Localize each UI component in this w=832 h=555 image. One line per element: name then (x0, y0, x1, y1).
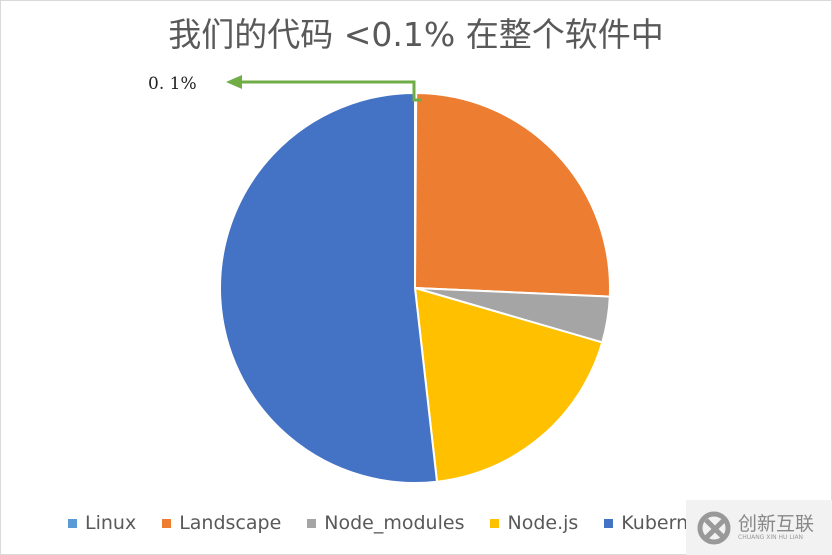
legend-swatch (162, 518, 172, 528)
legend-label: Node.js (507, 512, 579, 534)
pie-slice-node-js (413, 286, 604, 483)
pie-slice-kubernetes (219, 91, 439, 484)
chart-title: 我们的代码 <0.1% 在整个软件中 (168, 15, 664, 54)
annotation-leader-line (238, 80, 422, 102)
annotation-label: 0. 1% (148, 74, 197, 94)
legend-swatch (307, 518, 317, 528)
watermark-text: 创新互联 (738, 512, 815, 535)
legend: Linux Landscape Node_modules Node.js Kuberne… (68, 512, 729, 534)
legend-item: Linux (68, 512, 136, 534)
legend-item: Node.js (490, 512, 578, 534)
legend-label: Node_modules (324, 512, 465, 534)
watermark-logo-icon (697, 511, 731, 544)
legend-item: Node_modules (307, 512, 464, 534)
legend-swatch (68, 518, 77, 528)
legend-swatch (604, 518, 614, 528)
pie-slice-landscape (413, 91, 611, 298)
legend-swatch (490, 518, 500, 528)
legend-label: Landscape (179, 512, 282, 534)
legend-item: Landscape (162, 512, 281, 534)
watermark: 创新互联 CHUANG XIN HU LIAN (686, 500, 832, 555)
watermark-sub: CHUANG XIN HU LIAN (738, 533, 804, 541)
legend-label: Linux (85, 512, 137, 534)
annotation-arrowhead (226, 75, 242, 89)
